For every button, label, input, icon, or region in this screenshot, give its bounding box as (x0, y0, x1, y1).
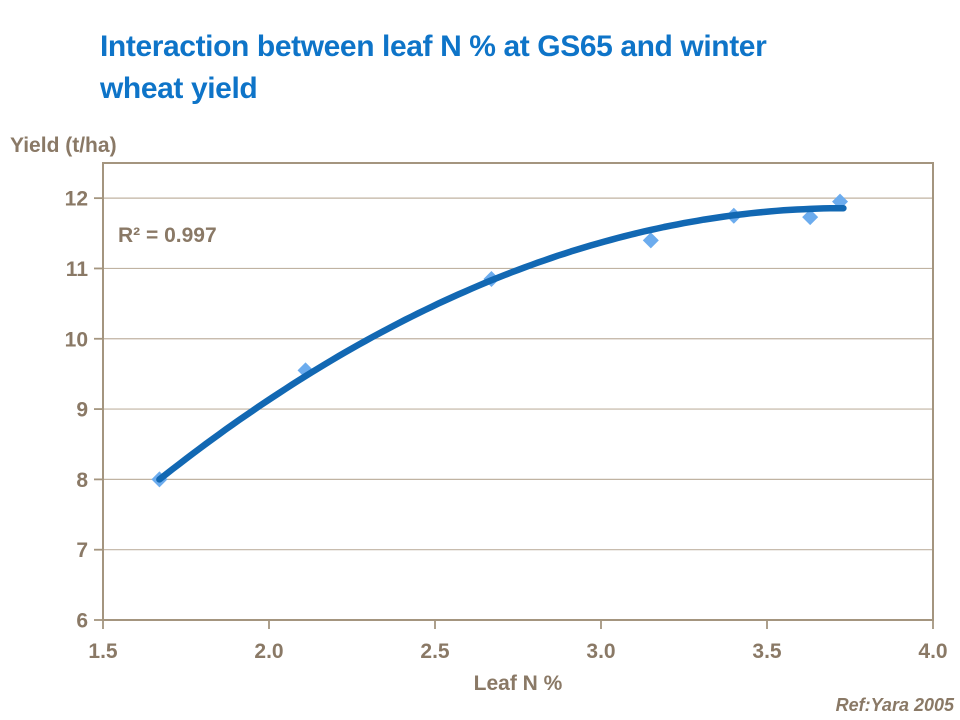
page-title-line-1: Interaction between leaf N % at GS65 and… (100, 30, 767, 63)
x-tick-label: 2.0 (254, 640, 283, 663)
r-squared-annotation: R² = 0.997 (118, 224, 217, 247)
x-axis-title: Leaf N % (473, 672, 563, 695)
y-tick-label: 6 (76, 610, 88, 633)
y-tick-label: 7 (76, 539, 88, 562)
y-tick-label: 8 (76, 469, 88, 492)
y-tick-label: 11 (66, 258, 89, 281)
page-title-line-2: wheat yield (100, 72, 258, 105)
x-tick-label: 3.0 (586, 640, 615, 663)
plot-frame (102, 162, 934, 621)
data-point-marker (642, 232, 659, 249)
x-tick-label: 1.5 (88, 640, 118, 663)
x-tick-label: 4.0 (918, 640, 947, 663)
y-tick-label: 9 (76, 399, 88, 422)
y-axis-title: Yield (t/ha) (10, 134, 117, 157)
y-tick-label: 10 (65, 328, 88, 351)
data-point-marker (802, 209, 819, 226)
x-tick-label: 2.5 (420, 640, 450, 663)
trendline-curve (156, 204, 847, 483)
x-tick-label: 3.5 (752, 640, 782, 663)
reference-note: Ref:Yara 2005 (835, 695, 954, 715)
y-tick-label: 12 (65, 188, 88, 211)
page-title: Interaction between leaf N % at GS65 and… (100, 26, 767, 110)
